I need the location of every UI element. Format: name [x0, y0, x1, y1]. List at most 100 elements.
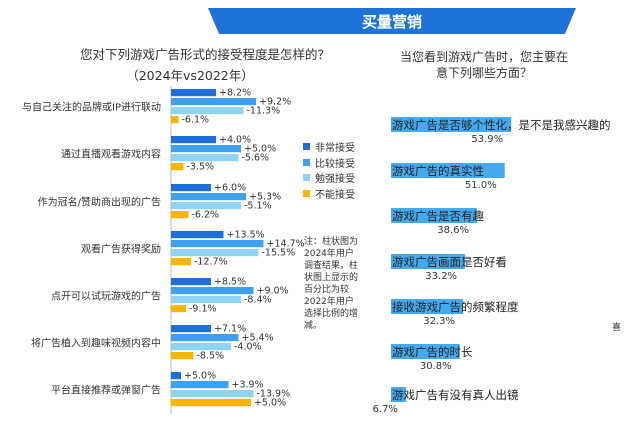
category-label: 将广告植入到趣味视频内容中 [31, 337, 161, 350]
bar-value-label: +5.0% [184, 371, 216, 382]
bar-value-label: -8.5% [197, 351, 225, 362]
bar-4 [171, 211, 189, 219]
bar-value-label: -11.3% [247, 106, 281, 117]
bar-value-label: 33.2% [425, 271, 457, 282]
bar-value-label: +8.2% [219, 88, 251, 99]
category-label: 观看广告获得奖励 [81, 243, 161, 256]
legend-label: 比较接受 [315, 158, 355, 170]
bar-value-label: +4.0% [219, 135, 251, 146]
bar-3 [171, 390, 254, 398]
legend-swatch-4 [303, 189, 310, 197]
bar-1 [171, 325, 211, 333]
legend-item: 比较接受 [303, 155, 355, 171]
bar-value-label: 32.3% [423, 316, 455, 327]
category-label: 游戏广告的真实性 [392, 164, 484, 178]
bar-4 [171, 399, 251, 407]
bar-value-label: -6.2% [192, 210, 220, 221]
bar [391, 117, 512, 132]
bar-3 [171, 343, 231, 351]
bar-value-label: +5.3% [249, 192, 281, 203]
bar-4 [171, 116, 179, 124]
category-label: 平台直接推荐或弹窗广告 [51, 384, 161, 397]
bar-4 [171, 258, 191, 266]
bar-2 [171, 145, 241, 153]
bar [391, 208, 478, 223]
category-label: 作为冠名/赞助商出现的广告 [38, 196, 161, 209]
right-chart-title-line1: 当您看到游戏广告时，您主要在 [399, 50, 568, 64]
left-chart-subtitle: （2024年vs2022年） [126, 68, 254, 83]
bar-value-label: -4.0% [234, 342, 262, 353]
category-label: 与自己关注的品牌或IP进行联动 [22, 101, 161, 114]
bar-value-label: -6.1% [182, 115, 210, 126]
bar-value-label: +5.0% [254, 398, 286, 409]
bar-value-label: +7.1% [214, 324, 246, 335]
bar [391, 387, 406, 402]
bar-value-label: +9.2% [259, 97, 291, 108]
bar-value-label: -5.1% [244, 201, 272, 212]
legend-swatch-2 [303, 158, 310, 166]
bar-value-label: 51.0% [465, 180, 497, 191]
bar-3 [171, 249, 259, 257]
bar-2 [171, 381, 229, 389]
bar-value-label: -13.9% [257, 389, 291, 400]
bar-4 [171, 163, 184, 171]
legend-label: 不能接受 [315, 189, 355, 201]
category-label: 点开可以试玩游戏的广告 [51, 290, 161, 303]
bar-value-label: +13.5% [227, 230, 265, 241]
bar-3 [171, 202, 241, 210]
bar-value-label: +8.5% [214, 277, 246, 288]
bar-value-label: +5.4% [242, 333, 274, 344]
bar-2 [171, 193, 246, 201]
bar-2 [171, 334, 239, 342]
bar-value-label: +14.7% [267, 239, 305, 250]
category-label: 通过直播观看游戏内容 [61, 148, 161, 161]
bar-value-label: +6.0% [214, 183, 246, 194]
category-label: 游戏广告的时长 [392, 345, 473, 359]
bar-1 [171, 89, 216, 97]
legend: 非常接受 比较接受 勉强接受 不能接受 [303, 139, 355, 201]
bar-value-label: 38.6% [437, 225, 469, 236]
bar-1 [171, 231, 224, 239]
legend-item: 非常接受 [303, 139, 355, 155]
legend-item: 勉强接受 [303, 170, 355, 186]
bar-3 [171, 107, 244, 115]
bar-value-label: 53.9% [471, 134, 503, 145]
category-label: 游戏广告是否有趣 [392, 209, 484, 223]
bar-value-label: -9.1% [189, 304, 217, 315]
legend-label: 勉强接受 [315, 174, 355, 186]
bar-2 [171, 287, 254, 295]
clipped-text: 喜 [612, 323, 622, 333]
banner-title: 买量营销 [208, 8, 576, 34]
bar-1 [171, 136, 216, 144]
bar-value-label: 30.8% [420, 361, 452, 372]
left-chart-title: 您对下列游戏广告形式的接受程度是怎样的？ [79, 47, 330, 62]
bar-value-label: -15.5% [262, 248, 296, 259]
chart-note: 注：柱状图为2024年用户调查结果，柱状图上显示的百分比为较2022年用户选择比… [304, 237, 359, 331]
bar-1 [171, 184, 211, 192]
bar-value-label: +9.0% [257, 286, 289, 297]
category-label: 游戏广告画面是否好看 [392, 255, 507, 269]
legend-swatch-1 [303, 143, 310, 151]
legend-swatch-3 [303, 174, 310, 182]
category-label: 接收游戏广告的频繁程度 [392, 300, 519, 314]
bar-value-label: -8.4% [244, 295, 272, 306]
bar [391, 299, 464, 314]
bar [391, 254, 466, 269]
bar-1 [171, 372, 181, 380]
right-chart-title-line2: 意下列哪些方面？ [435, 66, 532, 80]
bar [391, 163, 505, 178]
category-label: 游戏广告是否够个性化，是不是我感兴趣的 [392, 118, 611, 132]
bar-4 [171, 305, 186, 313]
bar-2 [171, 240, 264, 248]
legend-label: 非常接受 [315, 143, 355, 155]
bar-value-label: -12.7% [194, 257, 228, 268]
bar-value-label: +5.0% [244, 144, 276, 155]
bar-value-label: -5.6% [242, 153, 270, 164]
bar-4 [171, 352, 194, 360]
category-label: 游戏广告有没有真人出镜 [392, 388, 519, 402]
bar-3 [171, 296, 241, 304]
legend-item: 不能接受 [303, 186, 355, 202]
bar-1 [171, 278, 211, 286]
